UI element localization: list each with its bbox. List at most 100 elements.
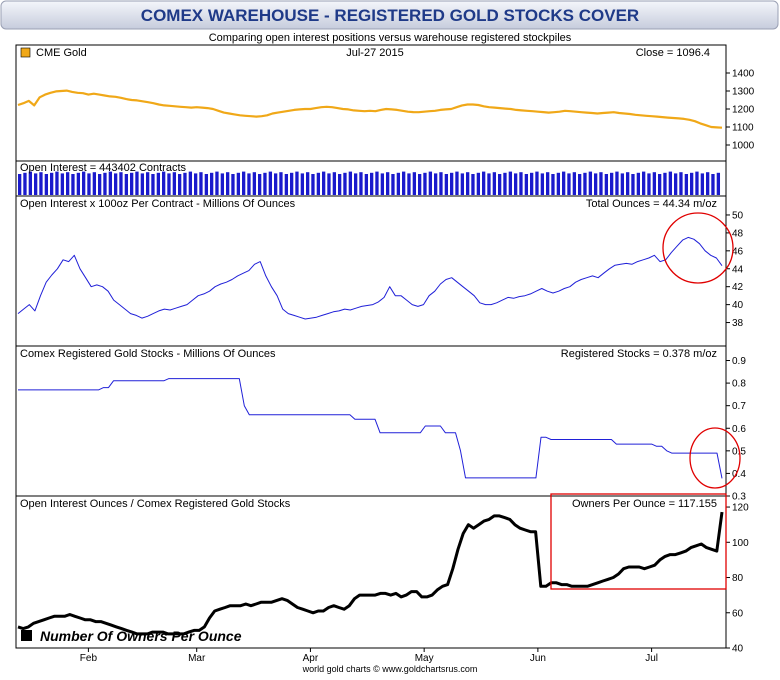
y-tick-label: 1300 — [732, 87, 755, 98]
oi-bar — [711, 174, 715, 195]
oi-bar — [695, 171, 699, 195]
oi-bar — [226, 172, 230, 195]
oi-ounces-label: Open Interest x 100oz Per Contract - Mil… — [20, 198, 296, 210]
oi-bar — [642, 171, 646, 195]
oi-bar — [284, 174, 289, 195]
oi-annotation-circle — [662, 212, 734, 284]
oi-bar — [263, 172, 267, 195]
oi-bar — [306, 172, 310, 195]
oi-bar — [103, 172, 107, 195]
oi-bar — [626, 172, 630, 195]
oi-bar — [508, 171, 513, 195]
oi-bar — [450, 172, 454, 195]
y-tick-label: 100 — [732, 538, 749, 549]
oi-bar — [279, 172, 283, 195]
oi-bar — [92, 172, 97, 195]
oi-bar — [540, 173, 545, 195]
oi-bar — [620, 173, 625, 195]
y-tick-label: 38 — [732, 318, 744, 329]
owners-panel-frame — [15, 495, 727, 649]
y-tick-label: 0.3 — [732, 492, 746, 503]
oi-bar — [674, 173, 678, 195]
oi-bar — [418, 174, 422, 195]
footer-credit: world gold charts © www.goldchartsrus.co… — [302, 664, 478, 674]
oi-bar — [34, 173, 38, 195]
gold-panel-frame — [15, 44, 727, 162]
series-line-registered-stocks — [18, 378, 723, 479]
oi-bar — [39, 172, 43, 195]
y-tick-label: 0.4 — [732, 469, 746, 480]
oi-bar — [530, 172, 534, 195]
oi-bar — [562, 171, 566, 195]
oi-bar — [44, 174, 49, 195]
oi-bar — [684, 174, 689, 195]
oi-bar — [332, 172, 337, 195]
y-tick-label: 50 — [732, 210, 744, 221]
stocks-value-label: Registered Stocks = 0.378 m/oz — [561, 348, 717, 360]
oi-bar — [375, 171, 379, 195]
oi-bar — [268, 171, 273, 195]
x-tick-label: Mar — [188, 653, 206, 664]
oi-bar — [242, 171, 246, 195]
oi-bar — [194, 173, 198, 195]
oi-bar — [220, 173, 225, 195]
oi-bar — [615, 171, 619, 195]
oi-bar — [108, 171, 113, 195]
series-line-gold — [17, 89, 723, 129]
oi-bar — [391, 174, 395, 195]
oi-bar — [572, 172, 577, 195]
oi-ounces-panel-frame — [15, 195, 727, 347]
oi-bar — [119, 172, 123, 195]
y-tick-label: 46 — [732, 246, 744, 257]
oi-bar — [716, 172, 721, 195]
oi-bar — [706, 172, 710, 195]
oi-bar — [370, 172, 374, 195]
y-tick-label: 1200 — [732, 105, 755, 116]
oi-bar — [348, 171, 353, 195]
oi-bar — [599, 172, 603, 195]
oi-bar — [135, 171, 139, 195]
oi-bar — [114, 173, 118, 195]
oi-bar — [322, 171, 326, 195]
y-tick-label: 1100 — [732, 123, 754, 134]
owners-annotation-box — [550, 493, 727, 590]
oi-bar — [28, 171, 33, 195]
oi-bar — [162, 171, 166, 195]
oi-bar — [524, 174, 529, 195]
oi-bars-group — [18, 171, 721, 195]
oi-bar — [87, 173, 91, 195]
oi-bar — [460, 173, 465, 195]
oi-bar — [567, 173, 571, 195]
oi-bar — [428, 171, 433, 195]
chart-subtitle: Comparing open interest positions versus… — [209, 32, 572, 44]
oi-bar — [492, 172, 497, 195]
oi-bar — [82, 171, 86, 195]
y-tick-label: 60 — [732, 608, 744, 619]
oi-bar — [167, 173, 171, 195]
oi-bar — [183, 172, 187, 195]
y-tick-label: 0.9 — [732, 356, 746, 367]
owners-value-label: Owners Per Ounce = 117.155 — [572, 498, 717, 510]
oi-bar — [658, 174, 662, 195]
oi-bar — [471, 174, 475, 195]
oi-bar — [407, 173, 411, 195]
oi-bar — [610, 172, 614, 195]
oi-bar — [247, 173, 251, 195]
oi-bar — [252, 172, 257, 195]
oi-bar — [23, 172, 27, 195]
oi-bar — [146, 172, 150, 195]
y-tick-label: 0.6 — [732, 424, 746, 435]
x-tick-label: Jul — [645, 653, 658, 664]
oi-bar — [514, 173, 518, 195]
oi-bar — [631, 174, 635, 195]
oi-bar — [519, 172, 523, 195]
oi-bar — [354, 173, 358, 195]
y-tick-label: 44 — [732, 264, 744, 275]
x-tick-label: May — [415, 653, 434, 664]
oi-bar — [386, 172, 390, 195]
oi-bar — [604, 174, 609, 195]
oi-bar — [172, 172, 177, 195]
y-tick-label: 0.7 — [732, 401, 746, 412]
oi-bar — [444, 174, 449, 195]
oi-bar — [583, 172, 587, 195]
